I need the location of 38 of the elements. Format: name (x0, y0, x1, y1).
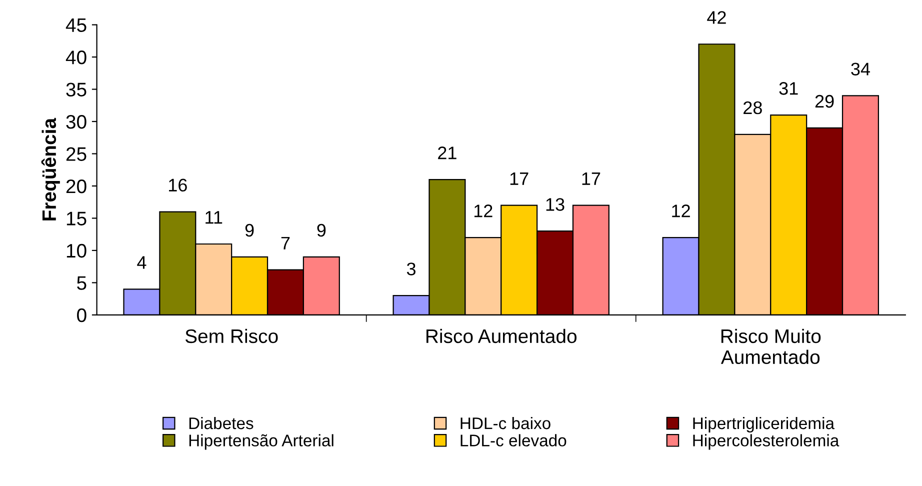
data-label: 16 (169, 178, 187, 192)
legend-label: LDL-c elevado (460, 434, 566, 446)
data-label: 7 (281, 236, 290, 250)
x-tick-label: Risco Aumentado (426, 328, 576, 344)
data-label: 9 (245, 224, 254, 237)
legend-label: Hipercolesterolemia (693, 434, 840, 450)
legend-label: HDL-c baixo (460, 416, 550, 430)
legend-label: Hipertensão Arterial (189, 434, 334, 450)
y-axis-title: Freqüência (41, 118, 60, 220)
y-tick-label: 15 (66, 212, 86, 226)
y-tick-label: 20 (66, 179, 86, 194)
data-label: 42 (707, 11, 726, 24)
x-tick-label: Risco Muito Aumentado (720, 328, 821, 364)
y-tick-label: 40 (66, 50, 86, 64)
data-label: 34 (851, 62, 870, 76)
data-label: 3 (406, 262, 416, 276)
y-tick-label: 5 (77, 276, 86, 290)
data-label: 9 (317, 224, 326, 237)
data-label: 17 (510, 172, 528, 185)
data-label: 17 (582, 172, 600, 185)
data-label: 31 (779, 82, 798, 95)
y-tick-label: 30 (66, 114, 86, 129)
data-label: 4 (137, 256, 146, 269)
data-label: 21 (438, 146, 456, 160)
y-tick-label: 35 (66, 82, 86, 96)
data-label: 12 (672, 204, 690, 218)
data-label: 12 (474, 204, 492, 218)
data-label: 28 (744, 101, 762, 114)
data-label: 29 (815, 94, 834, 108)
y-tick-label: 25 (66, 147, 86, 161)
x-tick-label: Sem Risco (185, 328, 278, 344)
data-label: 13 (546, 198, 564, 211)
y-tick-label: 10 (66, 244, 86, 258)
legend-label: Diabetes (189, 416, 254, 430)
data-label: 11 (206, 211, 222, 224)
legend-label: Hipertrigliceridemia (693, 416, 835, 433)
y-tick-label: 45 (66, 18, 86, 32)
y-tick-label: 0 (77, 308, 86, 322)
